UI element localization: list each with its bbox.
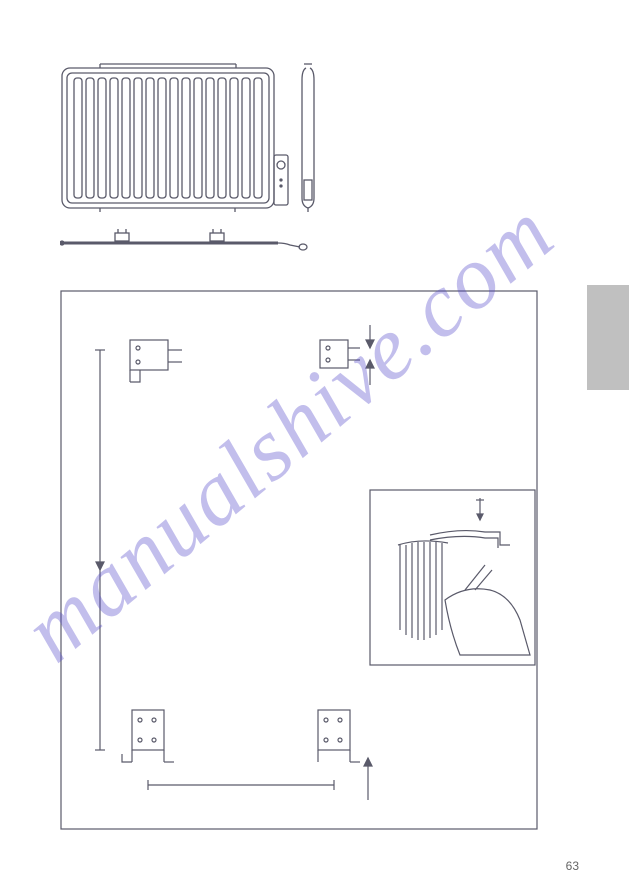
radiator-top-view (60, 225, 310, 260)
page-number: 63 (566, 859, 579, 873)
mounting-diagram (60, 290, 538, 830)
radiator-side-view (298, 60, 318, 215)
side-tab (587, 285, 629, 390)
radiator-front-view (60, 60, 300, 215)
